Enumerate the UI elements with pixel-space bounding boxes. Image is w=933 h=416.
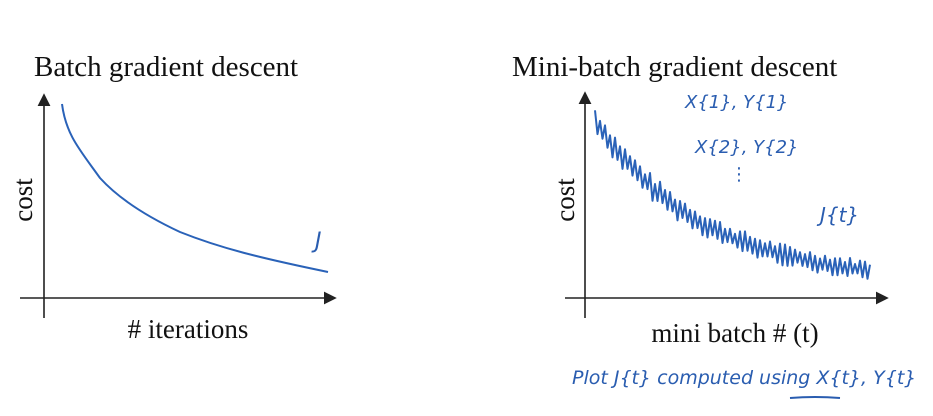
underline <box>789 396 841 399</box>
x-label: # iterations <box>128 314 249 344</box>
cost-curve <box>61 103 329 273</box>
y-label: cost <box>8 178 38 222</box>
panel-title: Batch gradient descent <box>34 51 298 83</box>
panel-title: Mini-batch gradient descent <box>512 51 837 83</box>
annotation: X{1}, Y{1} <box>684 92 788 113</box>
annotation: J{t} <box>816 203 859 227</box>
annotation: ⋮ <box>730 164 748 185</box>
annotation: X{2}, Y{2} <box>694 137 798 158</box>
x-label: mini batch # (t) <box>651 318 818 348</box>
note: Plot J{t} computed using X{t}, Y{t} <box>572 367 916 389</box>
y-label: cost <box>550 178 580 222</box>
annotation: J <box>311 229 322 254</box>
cost-curve <box>594 110 871 280</box>
